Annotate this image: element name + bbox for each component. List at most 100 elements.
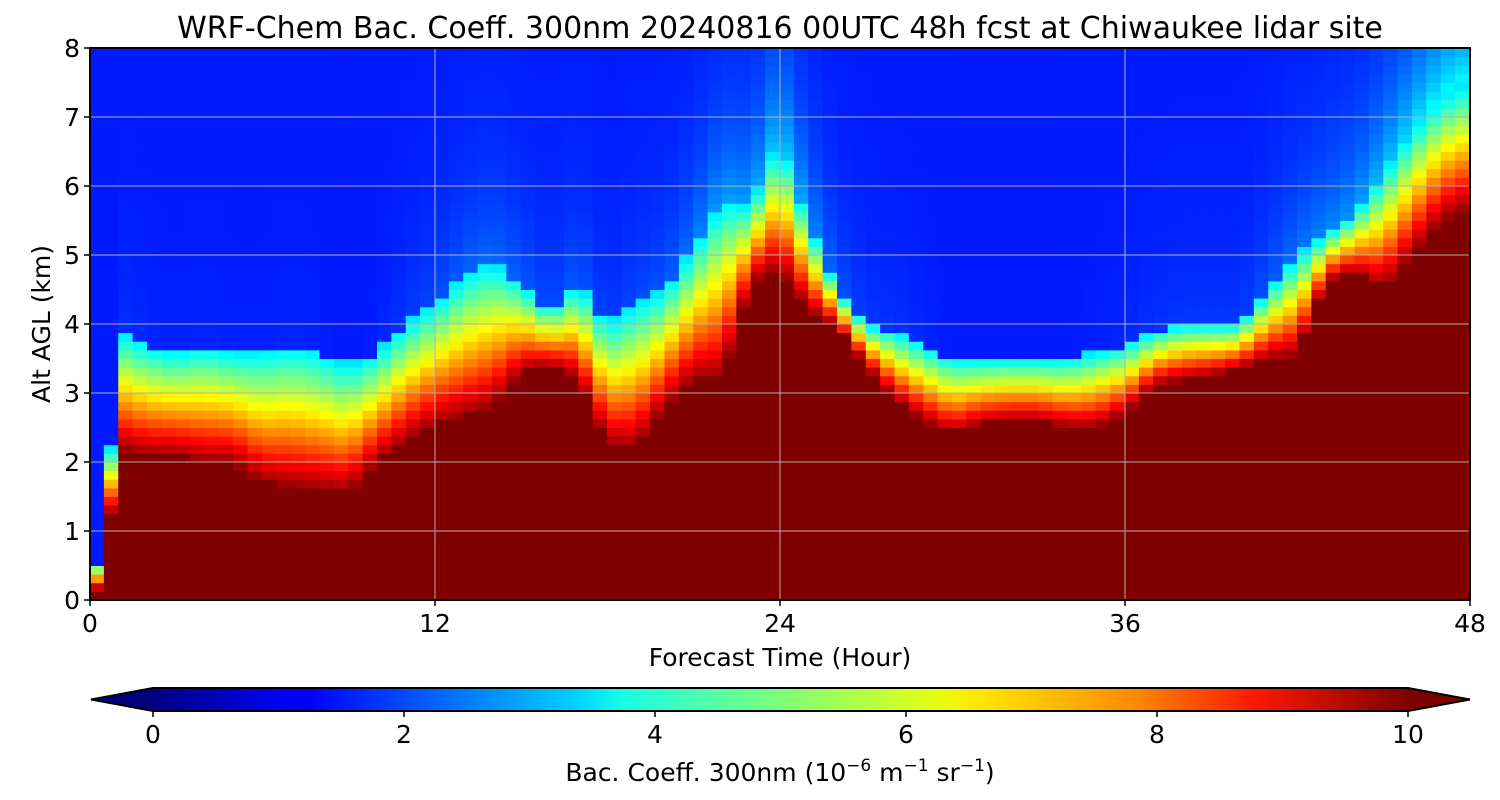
field-cell [1067,254,1083,265]
field-cell [707,297,724,308]
field-cell [118,73,134,84]
field-cell [362,504,379,515]
field-cell [837,539,853,549]
field-cell [822,590,839,600]
field-cell [937,237,954,247]
field-cell [923,366,939,377]
field-cell [233,185,249,196]
field-cell [175,194,192,204]
field-cell [851,590,867,600]
field-cell [851,366,867,377]
field-cell [333,263,350,273]
field-cell [865,504,882,515]
field-cell [765,409,781,420]
field-cell [233,142,249,153]
field-cell [894,280,910,291]
field-cell [1052,470,1069,480]
field-cell [1095,254,1112,265]
field-cell [1196,366,1212,377]
field-cell [635,82,652,92]
field-cell [1038,590,1054,600]
field-cell [937,133,954,144]
field-cell [1095,263,1112,273]
field-cell [563,573,580,584]
field-cell [161,582,177,592]
field-cell [305,409,321,420]
field-cell [765,56,781,66]
field-cell [391,435,407,446]
field-cell [434,366,450,377]
field-cell [664,565,680,575]
field-cell [952,254,968,265]
field-cell [161,228,177,239]
field-cell [506,176,522,187]
field-cell [506,358,522,368]
field-cell [966,530,982,541]
field-cell [434,99,450,109]
field-cell [995,99,1011,109]
field-cell [779,470,795,480]
field-cell [118,427,134,437]
field-cell [693,358,709,368]
field-cell [952,590,968,600]
field-cell [822,90,839,101]
field-cell [563,228,580,239]
field-cell [276,314,292,325]
field-cell [880,314,896,325]
field-cell [290,99,307,109]
field-cell [765,418,781,429]
field-cell [995,194,1011,204]
field-cell [1081,289,1097,299]
field-cell [147,547,163,558]
field-cell [103,185,120,196]
field-cell [319,159,335,170]
field-cell [233,590,249,600]
field-cell [1081,133,1097,144]
field-cell [506,340,522,351]
field-cell [650,133,666,144]
field-cell [607,133,623,144]
field-cell [233,237,249,247]
field-cell [779,427,795,437]
field-cell [808,185,824,196]
field-cell [592,194,609,204]
field-cell [1110,176,1126,187]
field-cell [132,539,149,549]
field-cell [103,340,120,351]
field-cell [793,237,810,247]
field-cell [1052,444,1069,454]
field-cell [535,297,551,308]
field-cell [607,392,623,403]
field-cell [765,444,781,454]
field-cell [420,513,436,523]
field-cell [362,56,379,66]
field-cell [1196,590,1212,600]
field-cell [434,427,450,437]
field-cell [894,444,910,454]
field-cell [362,401,379,411]
field-cell [1182,392,1198,403]
field-cell [693,176,709,187]
field-cell [750,573,767,584]
field-cell [1110,220,1126,230]
field-cell [190,358,206,368]
field-cell [750,142,767,153]
field-cell [995,107,1011,118]
field-cell [1167,48,1184,58]
field-cell [937,582,954,592]
field-cell [1052,56,1069,66]
field-cell [1138,383,1155,394]
field-cell [405,418,422,429]
field-cell [607,573,623,584]
field-cell [1067,306,1083,316]
field-cell [405,125,422,135]
field-cell [750,418,767,429]
field-cell [175,565,192,575]
field-cell [247,409,264,420]
field-cell [1052,539,1069,549]
field-cell [808,107,824,118]
field-cell [578,340,594,351]
field-cell [405,56,422,66]
field-cell [434,513,450,523]
field-cell [1196,176,1212,187]
